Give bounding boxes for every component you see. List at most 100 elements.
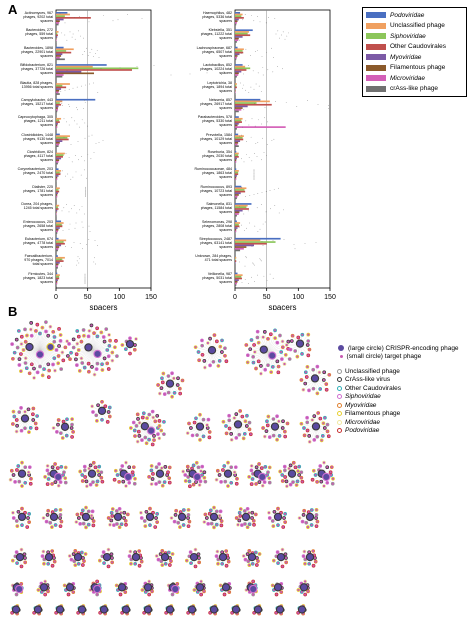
target-phage-node [46, 333, 51, 338]
spacer-dot [88, 239, 90, 240]
target-phage-node [184, 558, 189, 563]
crispr-phage-node [124, 472, 133, 482]
bar [235, 223, 239, 226]
target-phage-node [11, 510, 15, 515]
spacer-dot [86, 244, 87, 245]
target-phage-node [19, 547, 24, 552]
spacer-dot [89, 231, 91, 232]
target-phage-node [86, 522, 91, 527]
target-phage-node [23, 327, 27, 332]
spacer-dot [94, 257, 95, 259]
target-phage-node [8, 477, 13, 482]
spacer-dot [317, 104, 319, 105]
bar [235, 209, 243, 212]
target-phage-node [194, 460, 199, 465]
spacer-dot [84, 274, 86, 276]
target-phage-node [91, 410, 95, 414]
spacer-dot [275, 33, 277, 35]
spacer-dot [83, 169, 85, 171]
crispr-phage-node [295, 339, 305, 348]
target-phage-node [315, 434, 320, 439]
bar [56, 145, 59, 147]
target-phage-node [206, 521, 211, 526]
category-label: Dialister, 225 phages, 1781 total spacer… [23, 184, 53, 197]
bar [235, 260, 237, 262]
bar [235, 84, 237, 87]
bar [56, 23, 59, 26]
target-phage-node [24, 366, 29, 371]
target-phage-node [134, 424, 139, 428]
bar [56, 222, 64, 224]
target-phage-node [286, 339, 291, 344]
target-phage-node [269, 370, 274, 374]
target-phage-node [168, 563, 172, 567]
spacer-dot [244, 14, 246, 15]
target-phage-node [157, 480, 162, 484]
target-phage-node [285, 421, 290, 426]
target-phage-node [241, 436, 246, 441]
spacer-dot [244, 265, 246, 267]
bar [235, 206, 247, 209]
target-phage-node [256, 340, 261, 345]
network-cluster [154, 548, 175, 568]
target-phage-node [110, 358, 115, 363]
target-phage-node [299, 421, 304, 426]
crispr-phage-node [39, 583, 49, 592]
target-phage-node [141, 411, 146, 416]
spacer-dot [251, 160, 253, 162]
target-phage-node [280, 479, 285, 483]
target-phage-node [285, 484, 289, 489]
target-phage-node [121, 479, 126, 484]
target-phage-node [291, 460, 296, 465]
target-phage-node [127, 465, 132, 470]
target-phage-node [281, 525, 286, 529]
target-phage-node [56, 483, 61, 488]
bar [56, 20, 60, 23]
target-phage-node [115, 354, 119, 358]
target-phage-node [218, 344, 223, 349]
spacer-dot [85, 187, 86, 189]
phage-network [8, 320, 335, 616]
target-phage-node [167, 476, 172, 481]
ring-swatch [337, 368, 342, 374]
target-phage-node [229, 465, 234, 470]
spacer-dot [103, 15, 104, 16]
bar [235, 15, 242, 18]
target-phage-node [132, 481, 137, 486]
bar [56, 107, 58, 109]
bar [56, 121, 60, 123]
plot-frame [234, 9, 331, 289]
target-phage-node [237, 432, 242, 437]
target-phage-node [100, 362, 104, 367]
spacer-dot [246, 257, 247, 259]
target-phage-node [53, 480, 58, 484]
spacer-dot [59, 138, 61, 140]
target-phage-node [226, 559, 231, 564]
x-axis-title: spacers [268, 303, 296, 310]
target-phage-node [17, 479, 22, 484]
target-phage-node [110, 514, 115, 518]
target-phage-node [95, 418, 99, 423]
spacer-dot [69, 223, 71, 225]
network-cluster [62, 582, 76, 597]
bar [235, 246, 247, 248]
target-phage-node [251, 518, 256, 523]
target-phage-node [51, 329, 56, 334]
target-phage-node [306, 353, 311, 358]
target-phage-node [82, 464, 87, 469]
target-phage-node [95, 334, 100, 339]
spacer-dot [60, 172, 61, 174]
bar [235, 277, 242, 280]
target-phage-node [75, 363, 79, 367]
target-phage-node [211, 359, 216, 364]
bar [235, 98, 261, 101]
target-phage-node [323, 415, 327, 420]
target-phage-node [99, 330, 104, 335]
crispr-phage-node [209, 605, 219, 614]
spacer-dot [82, 54, 84, 55]
target-phage-node [240, 523, 244, 527]
target-phage-node [253, 550, 258, 555]
legend-swatch [366, 75, 386, 82]
target-phage-node [227, 590, 232, 594]
spacer-dot [242, 87, 243, 89]
